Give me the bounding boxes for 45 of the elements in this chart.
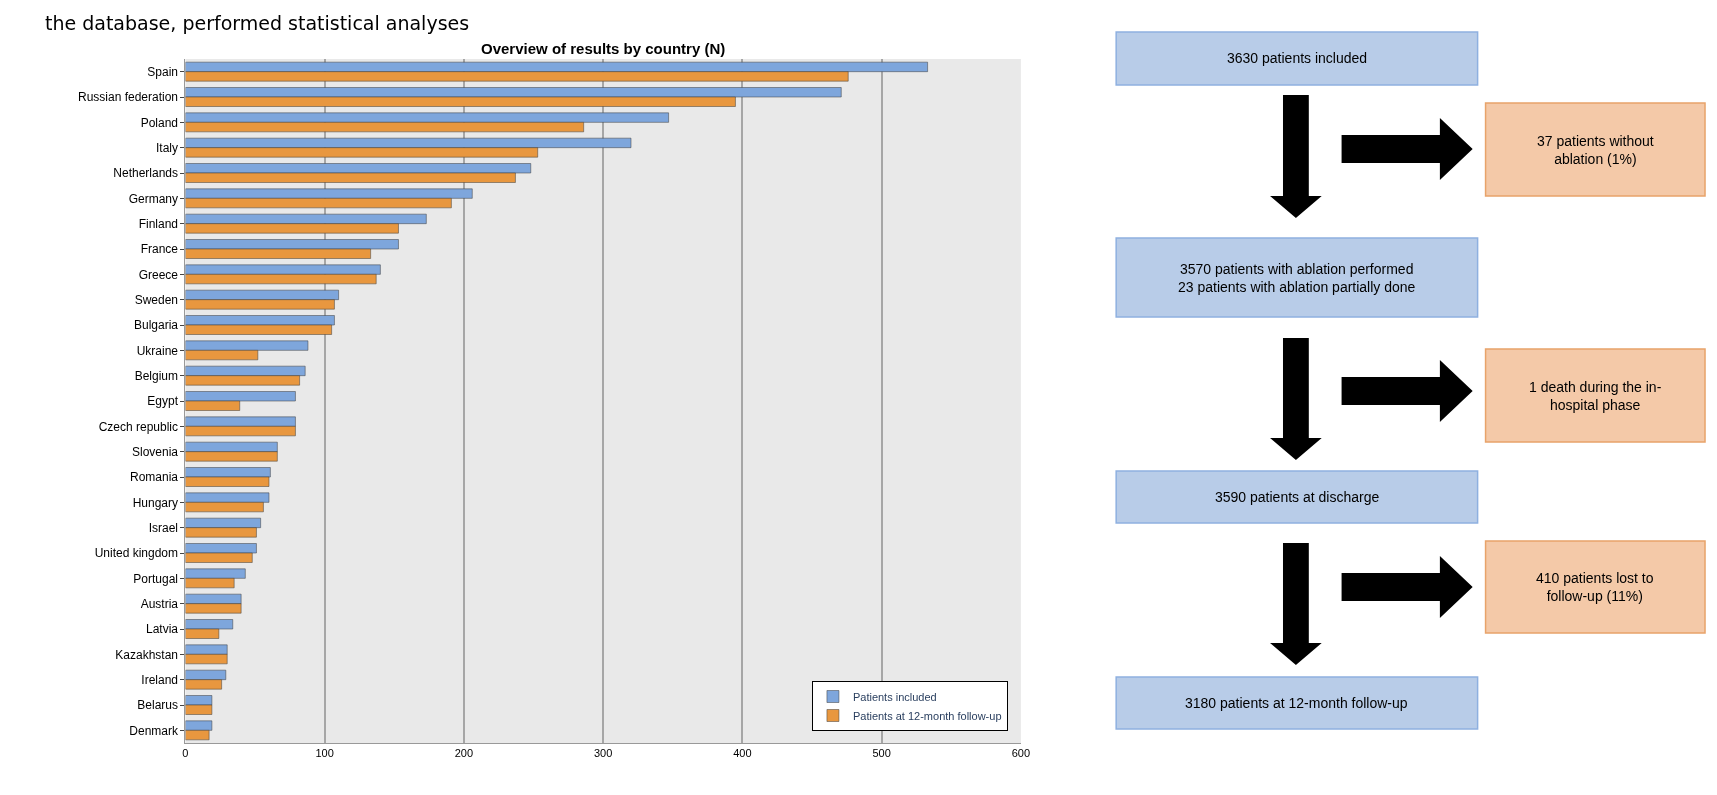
y-tick-label: Denmark — [129, 723, 180, 738]
y-tick-label: Russian federation — [77, 90, 179, 105]
x-tick-label: 500 — [872, 747, 891, 760]
y-tick-label: Austria — [140, 596, 179, 611]
y-tick-label: Egypt — [147, 394, 179, 409]
y-tick-label: Netherlands — [113, 166, 179, 181]
y-tick-label: Italy — [156, 140, 179, 155]
y-tick-label: Ukraine — [136, 343, 179, 358]
y-tick-label: Czech republic — [98, 419, 179, 434]
y-tick-label: Ireland — [141, 672, 179, 687]
y-tick-label: Spain — [147, 64, 179, 79]
y-tick-label: Sweden — [134, 292, 179, 307]
x-tick-label: 400 — [733, 747, 752, 760]
text: 37 patients without ablation (1%) — [1537, 133, 1654, 168]
x-tick-label: 300 — [593, 747, 613, 760]
x-tick-label: 0 — [182, 747, 189, 760]
y-tick-label: Greece — [138, 267, 179, 282]
y-tick-label: Bulgaria — [134, 318, 179, 333]
y-tick-label: Hungary — [132, 495, 179, 510]
y-tick-label: Romania — [130, 470, 179, 485]
text: 3590 patients at discharge — [1215, 489, 1380, 505]
y-tick-label: Israel — [148, 520, 179, 535]
y-tick-label: United kingdom — [94, 546, 179, 561]
y-tick-label: France — [140, 242, 179, 257]
y-tick-label: Portugal — [133, 571, 179, 586]
y-tick-label: Kazakhstan — [115, 647, 179, 662]
y-tick-label: Germany — [128, 191, 179, 206]
y-tick-label: Finland — [138, 216, 179, 231]
x-tick-label: 100 — [315, 747, 334, 760]
x-tick-label: 600 — [1011, 747, 1031, 760]
y-tick-label: Belarus — [137, 698, 179, 713]
legend-label: Patients included — [852, 690, 937, 703]
text: 3180 patients at 12-month follow-up — [1185, 695, 1408, 711]
x-tick-label: 200 — [454, 747, 474, 760]
text: 410 patients lost to follow-up (11%) — [1536, 570, 1654, 605]
y-tick-label: Slovenia — [132, 444, 179, 459]
y-tick-label: Poland — [140, 115, 179, 130]
chart-title: Overview of results by country (N) — [481, 40, 726, 57]
text: 1 death during the in- hospital phase — [1529, 379, 1662, 414]
text: 3630 patients included — [1227, 50, 1368, 66]
text: 3570 patients with ablation performed 23 patients with ablation partially done — [1178, 261, 1416, 296]
y-tick-label: Latvia — [146, 622, 179, 637]
y-tick-label: Belgium — [134, 368, 179, 383]
legend-label: Patients at 12-month follow-up — [852, 709, 1002, 722]
text: the database, performed statistical analyses — [45, 12, 470, 34]
